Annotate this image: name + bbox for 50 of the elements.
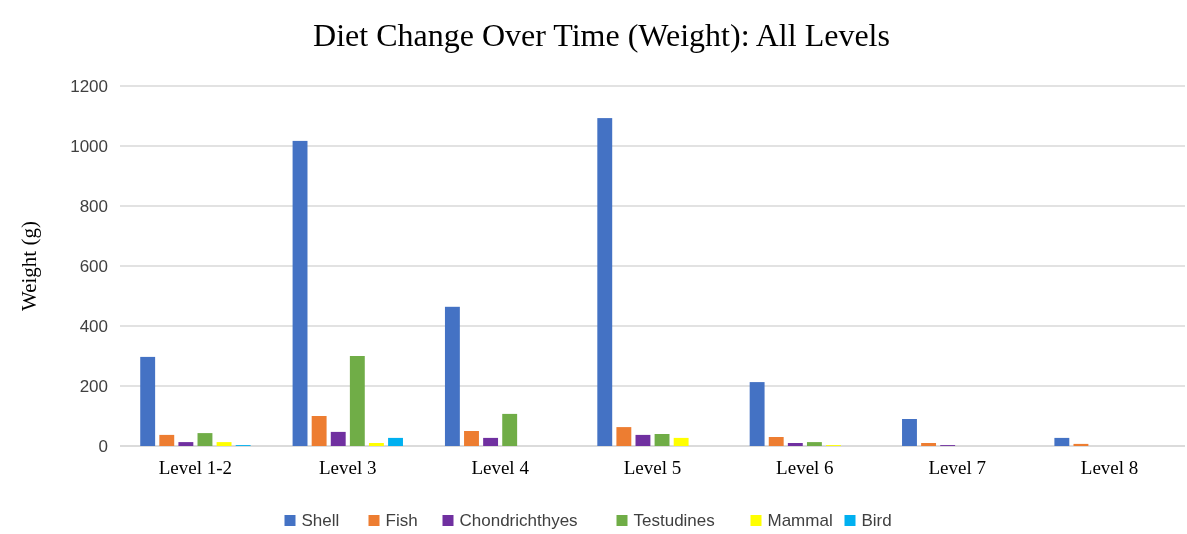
- y-tick-label: 600: [79, 256, 108, 276]
- bar: [902, 419, 917, 446]
- y-axis-title: Weight (g): [17, 221, 41, 311]
- bar: [292, 140, 308, 446]
- y-tick-label: 400: [79, 316, 108, 336]
- bar: [787, 443, 803, 446]
- bar: [616, 427, 632, 446]
- bar: [806, 442, 822, 446]
- bar: [444, 306, 460, 446]
- bar: [749, 382, 765, 446]
- bar: [1073, 443, 1089, 446]
- y-tick-label: 0: [98, 436, 108, 456]
- legend-label: Testudines: [633, 511, 715, 530]
- y-tick-label: 800: [79, 196, 108, 216]
- legend-label: Fish: [385, 511, 418, 530]
- y-tick-label: 1200: [70, 76, 108, 96]
- chart-title: Diet Change Over Time (Weight): All Levels: [313, 17, 890, 53]
- bar: [597, 118, 613, 446]
- legend-label: Chondrichthyes: [459, 511, 578, 530]
- x-tick-label: Level 6: [776, 457, 834, 478]
- x-tick-label: Level 3: [319, 457, 377, 478]
- bar: [368, 443, 384, 446]
- bar: [197, 433, 213, 446]
- y-tick-label: 200: [79, 376, 108, 396]
- x-tick-label: Level 4: [471, 457, 530, 478]
- bar: [216, 442, 232, 446]
- bar: [330, 431, 346, 446]
- bar: [483, 437, 499, 446]
- bar: [768, 437, 784, 446]
- x-tick-label: Level 1-2: [158, 457, 233, 478]
- bar: [673, 437, 689, 446]
- bar: [1054, 437, 1070, 446]
- bar: [159, 434, 175, 446]
- bar: [502, 413, 518, 446]
- x-tick-label: Level 7: [928, 457, 986, 478]
- x-tick-label: Level 8: [1080, 457, 1139, 478]
- bar: [654, 434, 670, 446]
- legend-label: Shell: [301, 511, 340, 530]
- bar: [311, 416, 327, 446]
- bar: [140, 356, 156, 446]
- bar: [178, 442, 194, 446]
- legend-label: Mammal: [767, 511, 833, 530]
- bar: [921, 443, 937, 446]
- x-tick-label: Level 5: [623, 457, 682, 478]
- bar: [349, 356, 365, 446]
- legend-label: Bird: [861, 511, 892, 530]
- y-tick-label: 1000: [70, 136, 108, 156]
- bar: [635, 434, 651, 446]
- bar: [388, 437, 403, 446]
- bar: [464, 431, 479, 446]
